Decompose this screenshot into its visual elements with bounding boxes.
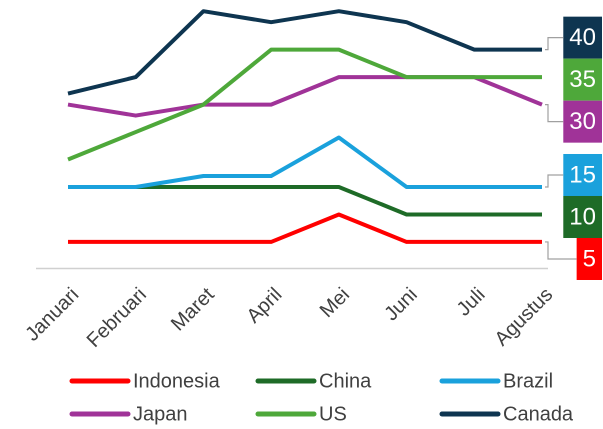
series-line: [67, 75, 543, 118]
end-label: 15: [569, 161, 596, 188]
legend-label: China: [319, 370, 372, 392]
end-label-box: [563, 100, 602, 143]
end-label: 35: [569, 66, 596, 93]
legend-label: US: [319, 403, 347, 425]
series-line: [67, 9, 542, 96]
end-label: 30: [569, 108, 596, 135]
end-label-box: [563, 153, 602, 196]
connector: [545, 37, 564, 51]
connector: [545, 174, 564, 188]
end-label-box: [563, 16, 602, 59]
x-tick-label: Mei: [316, 284, 354, 322]
end-label: 10: [569, 203, 596, 230]
end-label-box: [576, 237, 602, 280]
series-line: [68, 212, 542, 244]
legend-label: Canada: [503, 403, 574, 425]
legend-label: Brazil: [503, 370, 553, 392]
connector: [545, 103, 564, 123]
series-line: [68, 135, 542, 189]
legend-label: Indonesia: [133, 370, 221, 392]
end-label: 5: [583, 245, 596, 272]
end-label: 40: [569, 24, 596, 51]
end-label-box: [563, 195, 602, 238]
x-tick-label: Januari: [21, 284, 83, 346]
series-line: [68, 184, 542, 217]
x-tick-label: April: [243, 284, 287, 328]
end-label-box: [563, 58, 602, 101]
x-tick-label: Juni: [380, 284, 422, 326]
connector: [545, 241, 577, 260]
x-tick-label: Juli: [453, 284, 490, 321]
series-line: [67, 47, 542, 162]
x-tick-label: Maret: [167, 283, 219, 335]
legend-label: Japan: [133, 403, 188, 425]
x-tick-label: Agustus: [491, 284, 558, 351]
x-tick-label: Februari: [83, 284, 151, 352]
